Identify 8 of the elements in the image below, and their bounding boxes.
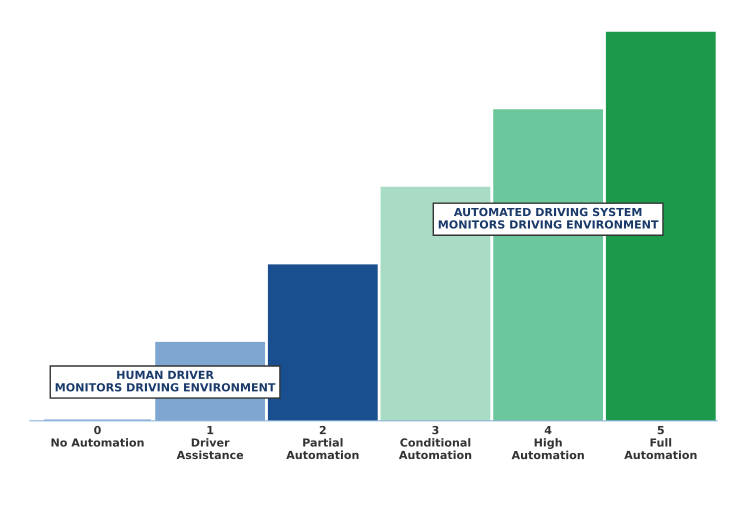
x-tick-label: 4 High Automation <box>512 426 584 460</box>
x-tick-label: 2 Partial Automation <box>286 426 359 460</box>
annotation: AUTOMATED DRIVING SYSTEM MONITORS DRIVING ENVIRONMENT <box>438 208 658 229</box>
annotation: HUMAN DRIVER MONITORS DRIVING ENVIRONMENT <box>56 370 276 392</box>
x-tick-label: 0 No Automation <box>52 426 144 447</box>
x-tick-label: 5 Full Automation <box>624 426 697 460</box>
x-tick-label: 1 Driver Assistance <box>176 426 244 460</box>
x-tick-label: 3 Conditional Automation <box>398 426 472 460</box>
